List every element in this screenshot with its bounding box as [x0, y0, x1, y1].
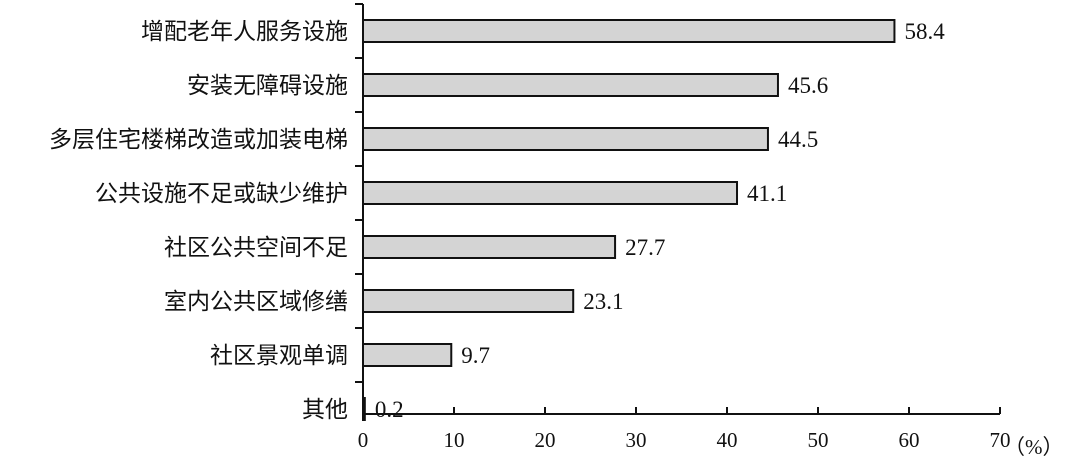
- category-label: 多层住宅楼梯改造或加装电梯: [49, 127, 348, 153]
- x-tick-label: 0: [358, 428, 369, 452]
- bar: [362, 181, 739, 205]
- bar: [362, 235, 617, 259]
- value-label: 27.7: [625, 235, 665, 260]
- x-axis-unit: （%）: [1004, 435, 1064, 459]
- category-label: 社区景观单调: [210, 343, 348, 369]
- bars: [362, 19, 896, 421]
- value-label: 44.5: [778, 127, 818, 152]
- x-tick-label: 20: [535, 428, 556, 452]
- category-label: 公共设施不足或缺少维护: [95, 181, 348, 207]
- bar: [362, 289, 575, 313]
- x-tick-label: 10: [444, 428, 465, 452]
- value-label: 23.1: [583, 289, 623, 314]
- value-label: 41.1: [747, 181, 787, 206]
- value-labels: 58.4 45.6 44.5 41.1 27.7 23.1 9.7 0.2: [375, 19, 945, 422]
- value-label: 9.7: [461, 343, 490, 368]
- bar: [362, 19, 896, 43]
- x-tick-label: 70: [990, 428, 1011, 452]
- category-label: 其他: [302, 397, 348, 423]
- category-label: 安装无障碍设施: [187, 73, 348, 99]
- value-label: 0.2: [375, 397, 404, 422]
- category-label: 社区公共空间不足: [164, 235, 348, 261]
- axes: [355, 3, 1000, 415]
- x-tick-label: 50: [808, 428, 829, 452]
- x-tick-label: 30: [626, 428, 647, 452]
- x-ticks: 0 10 20 30 40 50 60 70: [358, 407, 1011, 452]
- x-tick-label: 40: [717, 428, 738, 452]
- x-tick-label: 60: [899, 428, 920, 452]
- category-label: 增配老年人服务设施: [141, 19, 348, 45]
- bar: [362, 73, 779, 97]
- category-labels: 增配老年人服务设施安装无障碍设施多层住宅楼梯改造或加装电梯公共设施不足或缺少维护…: [49, 19, 348, 423]
- category-label: 室内公共区域修缮: [164, 289, 348, 315]
- bar: [362, 127, 769, 151]
- bar: [362, 343, 453, 367]
- value-label: 58.4: [904, 19, 945, 44]
- value-label: 45.6: [788, 73, 828, 98]
